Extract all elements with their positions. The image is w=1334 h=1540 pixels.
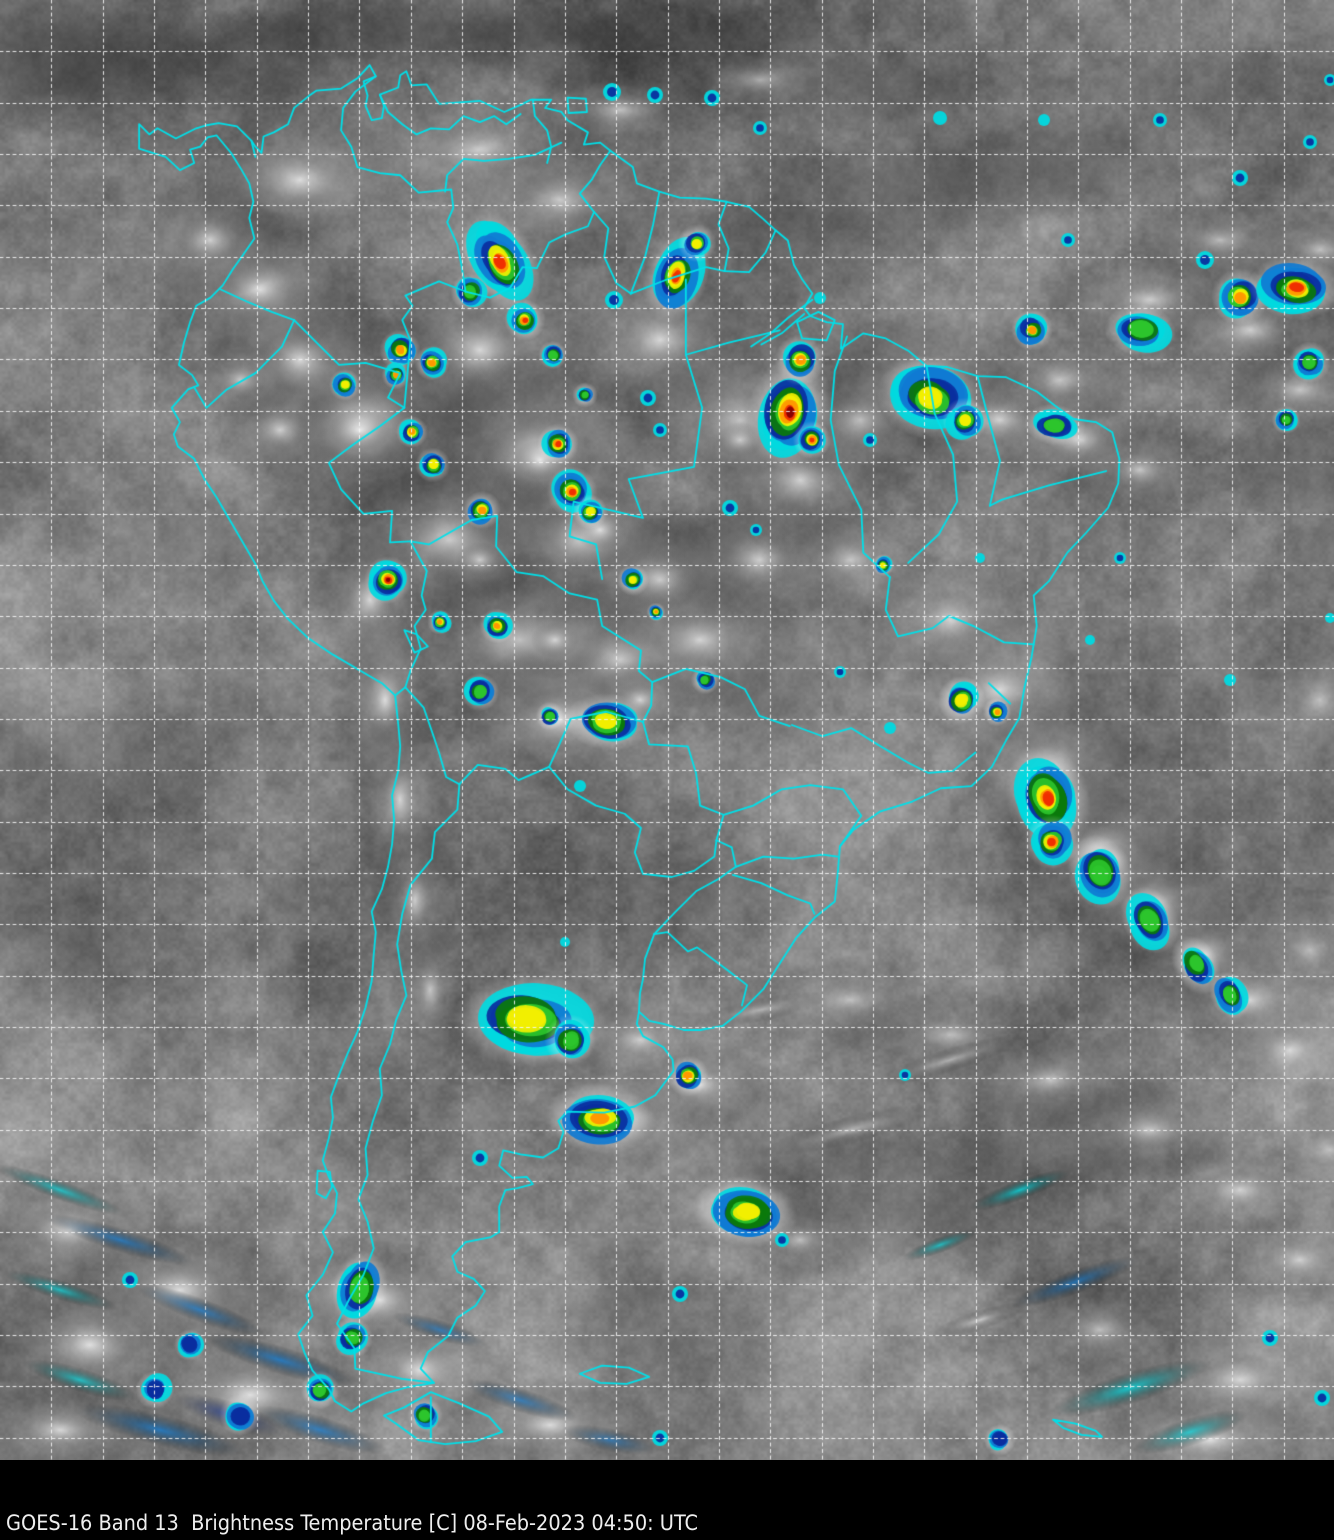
caption-text: GOES-16 Band 13 Brightness Temperature [… xyxy=(6,1510,699,1536)
caption-bar: GOES-16 Band 13 Brightness Temperature [… xyxy=(0,1460,1334,1540)
satellite-map xyxy=(0,0,1334,1460)
